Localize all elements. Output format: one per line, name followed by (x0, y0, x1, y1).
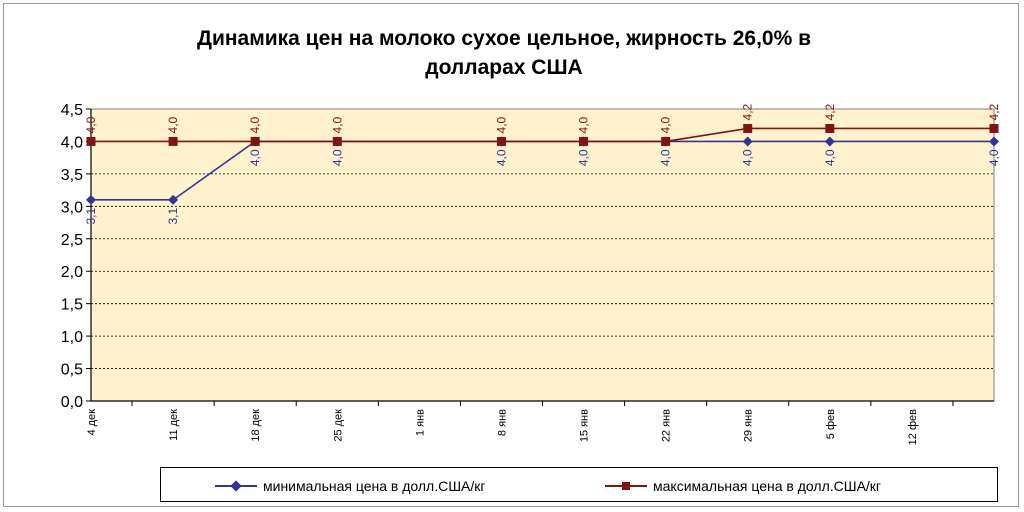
data-point-square (989, 123, 999, 133)
data-point-square (743, 123, 753, 133)
y-tick-label: 2,5 (61, 232, 83, 249)
x-tick-label: 18 дек (250, 409, 262, 442)
x-tick-label: 25 дек (332, 409, 344, 442)
data-point-square (825, 123, 835, 133)
y-tick-label: 4,5 (61, 102, 83, 119)
data-label: 3,1 (84, 208, 98, 225)
x-tick-label: 22 янв (661, 409, 673, 442)
data-point-square (168, 136, 178, 146)
x-tick-label: 4 дек (86, 409, 98, 436)
data-label: 4,0 (330, 116, 344, 133)
data-point-diamond (824, 136, 835, 147)
data-label: 4,0 (248, 149, 262, 166)
x-tick-label: 15 янв (579, 409, 591, 442)
y-tick-label: 0,0 (61, 394, 83, 411)
data-label: 3,1 (166, 208, 180, 225)
data-label: 4,0 (248, 116, 262, 133)
legend-label-min-price: минимальная цена в долл.США/кг (263, 477, 486, 494)
legend: минимальная цена в долл.США/кг максималь… (160, 467, 998, 502)
data-label: 4,0 (84, 116, 98, 133)
data-point-diamond (989, 136, 999, 147)
x-tick-label: 8 янв (496, 409, 508, 436)
x-tick-label: 12 фев (907, 409, 919, 445)
y-tick-label: 0,5 (61, 362, 83, 379)
chart-title-line-1: Динамика цен на молоко сухое цельное, жи… (196, 27, 812, 50)
diamond-marker-icon (230, 479, 242, 492)
y-tick-label: 3,0 (61, 199, 83, 216)
x-tick-label: 29 янв (743, 409, 755, 442)
data-label: 4,0 (659, 116, 673, 133)
plot-area (90, 108, 995, 402)
data-label: 4,0 (494, 116, 508, 133)
series-line (91, 127, 994, 143)
y-tick-label: 2,0 (61, 264, 83, 281)
data-label: 4,2 (987, 103, 1001, 120)
x-tick-label: 5 фев (825, 409, 837, 439)
data-label: 4,0 (577, 149, 591, 166)
data-point-square (332, 136, 342, 146)
data-label: 4,0 (577, 116, 591, 133)
x-tick-label: 1 янв (414, 409, 426, 436)
y-tick-label: 3,5 (61, 167, 83, 184)
legend-item-min-price: минимальная цена в долл.США/кг (215, 468, 486, 503)
legend-item-max-price: максимальная цена в долл.США/кг (605, 468, 881, 503)
legend-swatch-min-price (215, 479, 257, 492)
data-point-square (496, 136, 506, 146)
y-tick-label: 4,0 (61, 134, 83, 151)
data-label: 4,0 (741, 149, 755, 166)
data-point-diamond (742, 136, 753, 147)
data-label: 4,2 (741, 103, 755, 120)
data-label: 4,0 (330, 149, 344, 166)
data-point-square (86, 136, 96, 146)
data-point-square (661, 136, 671, 146)
x-tick-label: 11 дек (168, 409, 180, 441)
legend-swatch-max-price (605, 481, 647, 490)
y-tick-label: 1,0 (61, 329, 83, 346)
data-point-diamond (168, 194, 179, 205)
data-label: 4,2 (823, 103, 837, 120)
square-marker-icon (622, 481, 630, 490)
data-label: 4,0 (659, 149, 673, 166)
data-label: 4,0 (494, 149, 508, 166)
data-label: 4,0 (823, 149, 837, 166)
line-chart: 0,00,51,01,52,02,53,03,54,04,54 дек 11 де… (61, 102, 1001, 445)
chart-title-line-2: долларах США (425, 56, 583, 79)
chart-title: Динамика цен на молоко сухое цельное, жи… (4, 24, 1004, 82)
data-label: 4,0 (987, 149, 1001, 166)
data-point-square (250, 136, 260, 146)
legend-label-max-price: максимальная цена в долл.США/кг (653, 477, 882, 494)
data-point-square (579, 136, 589, 146)
y-tick-label: 1,5 (61, 297, 83, 314)
data-point-diamond (86, 194, 96, 205)
data-label: 4,0 (166, 116, 180, 133)
chart-frame: Динамика цен на молоко сухое цельное, жи… (3, 3, 1019, 507)
